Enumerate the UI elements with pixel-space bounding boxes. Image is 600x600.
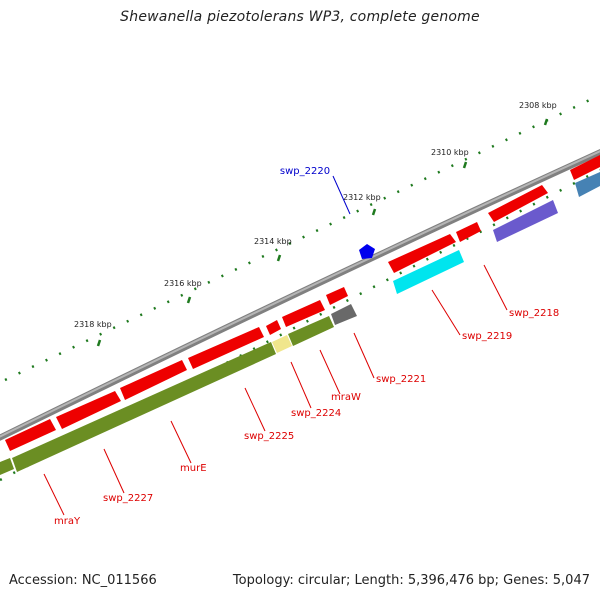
major-tick — [186, 296, 192, 304]
page-title: Shewanella piezotolerans WP3, complete g… — [120, 9, 480, 25]
major-tick — [543, 118, 549, 126]
genome-summary-text: Topology: circular; Length: 5,396,476 bp… — [232, 573, 590, 588]
forward-genes — [5, 155, 600, 451]
scale-label-2312: 2312 kbp — [343, 193, 381, 202]
leader-line — [244, 387, 266, 432]
gene-arrow[interactable] — [488, 185, 548, 222]
gene-arrow[interactable] — [56, 391, 121, 429]
leader-line — [483, 264, 508, 311]
gene-label-swp-2220[interactable]: swp_2220 — [280, 166, 330, 177]
gene-arrow[interactable] — [12, 342, 276, 472]
gene-arrow[interactable] — [288, 316, 334, 346]
gene-arrow[interactable] — [326, 287, 348, 305]
gene-arrow[interactable] — [272, 335, 292, 353]
accession-text: Accession: NC_011566 — [9, 573, 157, 588]
gene-arrow[interactable] — [5, 419, 56, 451]
reverse-genes — [0, 172, 600, 475]
gene-arrow[interactable] — [393, 250, 464, 294]
leader-line — [431, 289, 461, 336]
scale-label-2316: 2316 kbp — [164, 279, 202, 288]
gene-label-murE[interactable]: murE — [180, 463, 207, 474]
leader-line — [43, 473, 65, 516]
leader-line — [170, 420, 192, 464]
major-tick — [276, 254, 282, 262]
gene-arrow[interactable] — [188, 327, 264, 369]
gene-arrow[interactable] — [493, 200, 558, 242]
gene-label-swp-2221[interactable]: swp_2221 — [376, 374, 426, 385]
scale-label-2318: 2318 kbp — [74, 320, 112, 329]
gene-label-swp-2225[interactable]: swp_2225 — [244, 431, 294, 442]
major-tick — [462, 161, 468, 169]
leader-line — [353, 332, 375, 379]
scale-label-2308: 2308 kbp — [519, 101, 557, 110]
genome-backbone-highlight — [0, 150, 600, 438]
major-tick — [371, 208, 377, 216]
gene-arrow[interactable] — [331, 304, 357, 325]
gene-label-swp-2218[interactable]: swp_2218 — [509, 308, 559, 319]
leader-line — [332, 175, 351, 215]
leader-line — [103, 448, 125, 494]
gene-label-swp-2227[interactable]: swp_2227 — [103, 493, 153, 504]
gene-label-swp-2224[interactable]: swp_2224 — [291, 408, 341, 419]
gene-label-mraY[interactable]: mraY — [54, 516, 81, 527]
gene-arrow[interactable] — [388, 234, 456, 273]
gene-label-swp-2219[interactable]: swp_2219 — [462, 331, 512, 342]
leader-line — [319, 349, 341, 395]
gene-label-mraW[interactable]: mraW — [331, 392, 361, 403]
gene-arrow[interactable] — [456, 222, 481, 242]
gene-arrow[interactable] — [282, 300, 325, 327]
major-tick — [96, 339, 102, 347]
gene-marker-swp-2220[interactable] — [359, 244, 375, 259]
gene-arrow[interactable] — [0, 458, 14, 475]
gene-arrow[interactable] — [120, 360, 187, 400]
gene-arrow[interactable] — [570, 155, 600, 180]
scale-label-2314: 2314 kbp — [254, 237, 292, 246]
leader-line — [290, 361, 312, 409]
gene-arrow[interactable] — [266, 320, 281, 335]
gene-arrow[interactable] — [575, 172, 600, 197]
scale-label-2310: 2310 kbp — [431, 148, 469, 157]
label-leaders — [43, 175, 508, 516]
